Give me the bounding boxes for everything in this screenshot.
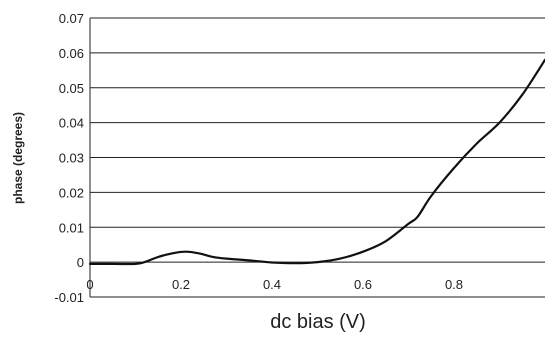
y-tick-label: -0.01 [54,290,84,305]
y-tick-labels: 0.07 0.06 0.05 0.04 0.03 0.02 0.01 0 -0.01 [54,11,84,305]
y-tick-label: 0.04 [59,116,84,131]
y-tick-label: 0.03 [59,151,84,166]
x-tick-label: 0.6 [354,277,372,292]
x-tick-label: 0.2 [172,277,190,292]
y-tick-label: 0.02 [59,185,84,200]
y-tick-label: 0.06 [59,46,84,61]
y-axis-label: phase (degrees) [11,112,25,204]
x-tick-label: 0 [86,277,93,292]
x-tick-label: 0.8 [445,277,463,292]
x-axis-label: dc bias (V) [270,311,366,333]
y-tick-label: 0.05 [59,81,84,96]
series-line [88,58,545,266]
x-tick-labels: 0 0.2 0.4 0.6 0.8 [86,277,463,292]
y-tick-label: 0.07 [59,11,84,26]
y-tick-label: 0 [77,255,84,270]
grid-lines [90,17,545,298]
x-tick-label: 0.4 [263,277,281,292]
y-tick-label: 0.01 [59,220,84,235]
